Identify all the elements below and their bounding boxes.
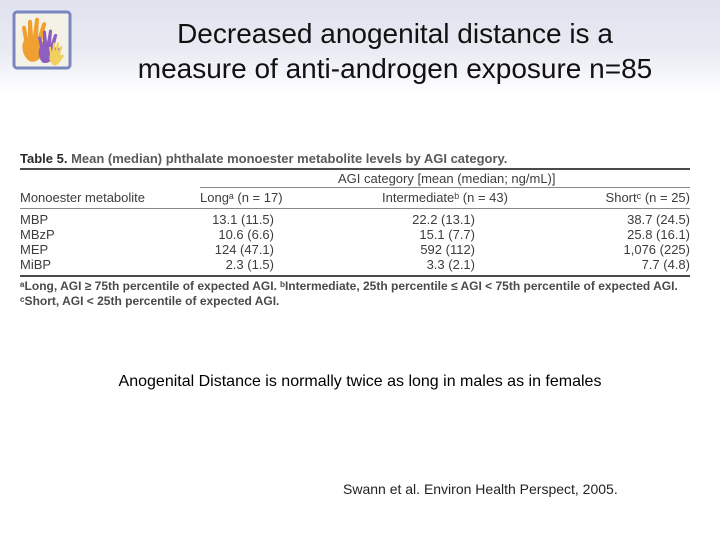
table-cell: 7.7 (4.8) <box>641 257 690 272</box>
column-header: Intermediateᵇ (n = 43) <box>382 190 508 205</box>
table-cell: 124 (47.1) <box>214 242 274 257</box>
footnote-line: ᶜShort, AGI < 25th percentile of expecte… <box>20 294 280 308</box>
table-cell: 15.1 (7.7) <box>419 227 475 242</box>
citation: Swann et al. Environ Health Perspect, 20… <box>343 481 618 497</box>
slide-title-line-1: Decreased anogenital distance is a <box>177 18 613 49</box>
table-group-header: AGI category [mean (median; ng/mL)] <box>20 170 690 188</box>
table-cell: 38.7 (24.5) <box>627 212 690 227</box>
table-cell: MBP <box>20 212 49 227</box>
table-cell: MiBP <box>20 257 52 272</box>
column-header: Shortᶜ (n = 25) <box>605 190 690 205</box>
table-caption: Table 5. Mean (median) phthalate monoest… <box>20 150 690 168</box>
table-header-row: Monoester metabolite Longᵃ (n = 17) Inte… <box>20 188 690 208</box>
column-header: Monoester metabolite <box>20 190 146 205</box>
hands-logo-icon <box>12 10 72 70</box>
table-bottom-rule <box>20 275 690 277</box>
table-row: MBzP 10.6 (6.6) 15.1 (7.7) 25.8 (16.1) <box>20 227 690 242</box>
slide-title-line-2: measure of anti-androgen exposure n=85 <box>137 53 653 84</box>
table-top-rule <box>20 168 690 170</box>
slide-title: Decreased anogenital distance is a measu… <box>80 16 710 86</box>
table-cell: MBzP <box>20 227 55 242</box>
table-cell: 3.3 (2.1) <box>426 257 475 272</box>
table-cell: 25.8 (16.1) <box>627 227 690 242</box>
table-caption-label: Table 5. <box>20 151 68 166</box>
table-cell: 22.2 (13.1) <box>412 212 475 227</box>
table-header-rule <box>20 208 690 209</box>
column-header: Longᵃ (n = 17) <box>200 190 283 205</box>
group-header-label: AGI category [mean (median; ng/mL)] <box>338 171 556 186</box>
table-caption-text: Mean (median) phthalate monoester metabo… <box>71 151 508 166</box>
table-row: MiBP 2.3 (1.5) 3.3 (2.1) 7.7 (4.8) <box>20 257 690 272</box>
title-band <box>0 0 720 92</box>
table-cell: 1,076 (225) <box>623 242 691 257</box>
footnote-line: ᵃLong, AGI ≥ 75th percentile of expected… <box>20 279 678 293</box>
group-header-underline <box>200 187 690 188</box>
table-row: MBP 13.1 (11.5) 22.2 (13.1) 38.7 (24.5) <box>20 212 690 227</box>
table-footnotes: ᵃLong, AGI ≥ 75th percentile of expected… <box>20 277 690 309</box>
table-cell: 592 (112) <box>420 242 475 257</box>
table-cell: 2.3 (1.5) <box>225 257 274 272</box>
table-cell: 10.6 (6.6) <box>218 227 274 242</box>
table-cell: 13.1 (11.5) <box>212 212 274 227</box>
metabolite-table: Table 5. Mean (median) phthalate monoest… <box>20 150 690 309</box>
table-row: MEP 124 (47.1) 592 (112) 1,076 (225) <box>20 242 690 257</box>
table-body: MBP 13.1 (11.5) 22.2 (13.1) 38.7 (24.5) … <box>20 209 690 275</box>
table-cell: MEP <box>20 242 49 257</box>
anogenital-distance-note: Anogenital Distance is normally twice as… <box>118 373 602 390</box>
